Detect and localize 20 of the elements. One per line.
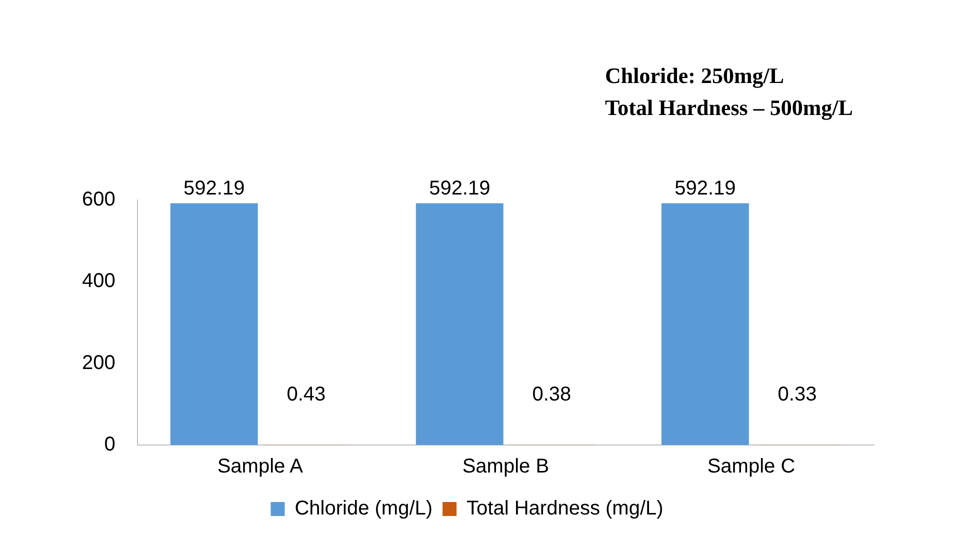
y-tick-label: 600 — [82, 188, 116, 211]
data-label: 592.19 — [184, 178, 245, 200]
text: Chloride: 250mg/L — [605, 62, 786, 90]
x-tick-label: Sample C — [707, 456, 796, 478]
bar — [661, 203, 749, 445]
legend-label: Total Hardness (mg/L) — [466, 498, 664, 520]
y-tick-label: 400 — [82, 270, 116, 292]
bar — [170, 203, 258, 445]
x-tick-label: Sample B — [462, 456, 550, 478]
data-label: 592.19 — [674, 178, 736, 200]
y-tick-label: 0 — [104, 434, 116, 456]
text: Total Hardness – 500mg/L — [605, 94, 853, 122]
x-tick-label: Sample A — [217, 456, 304, 478]
y-tick-label: 200 — [82, 352, 116, 374]
data-label: 0.38 — [532, 383, 572, 406]
data-label: 0.33 — [778, 383, 817, 406]
data-label: 0.43 — [286, 383, 326, 406]
data-label: 592.19 — [429, 178, 490, 200]
legend-label: Chloride (mg/L) — [294, 498, 433, 520]
bar — [416, 203, 504, 445]
